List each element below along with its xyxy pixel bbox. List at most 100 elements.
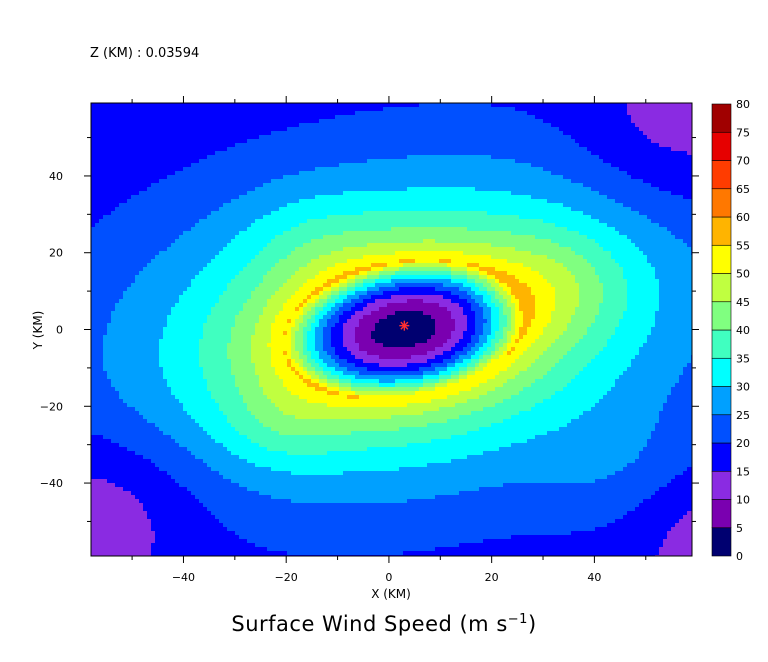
contour-cell <box>395 191 400 196</box>
contour-cell <box>247 127 252 132</box>
contour-cell <box>491 163 496 168</box>
contour-cell <box>487 107 492 112</box>
contour-cell <box>235 231 240 236</box>
contour-cell <box>527 163 532 168</box>
contour-cell <box>299 175 304 180</box>
contour-cell <box>499 135 504 140</box>
contour-cell <box>231 215 236 220</box>
contour-cell <box>475 135 480 140</box>
contour-cell <box>355 199 360 204</box>
contour-cell <box>227 147 232 152</box>
contour-cell <box>551 183 556 188</box>
contour-cell <box>471 219 476 224</box>
contour-cell <box>591 123 596 128</box>
contour-cell <box>179 183 184 188</box>
contour-cell <box>599 219 604 224</box>
contour-cell <box>187 139 192 144</box>
contour-cell <box>619 183 624 188</box>
contour-cell <box>611 199 616 204</box>
contour-cell <box>183 183 188 188</box>
contour-cell <box>335 187 340 192</box>
contour-cell <box>547 227 552 232</box>
contour-cell <box>111 195 116 200</box>
contour-cell <box>275 219 280 224</box>
contour-cell <box>667 183 672 188</box>
contour-cell <box>175 199 180 204</box>
contour-cell <box>211 187 216 192</box>
contour-cell <box>567 159 572 164</box>
contour-cell <box>383 191 388 196</box>
contour-cell <box>571 223 576 228</box>
contour-cell <box>503 179 508 184</box>
contour-cell <box>315 167 320 172</box>
contour-cell <box>451 215 456 220</box>
contour-cell <box>383 131 388 136</box>
contour-cell <box>483 111 488 116</box>
contour-cell <box>291 111 296 116</box>
contour-cell <box>155 147 160 152</box>
contour-cell <box>435 123 440 128</box>
contour-cell <box>427 151 432 156</box>
contour-cell <box>463 107 468 112</box>
contour-cell <box>511 127 516 132</box>
contour-cell <box>603 187 608 192</box>
contour-cell <box>291 115 296 120</box>
contour-cell <box>543 147 548 152</box>
contour-cell <box>131 139 136 144</box>
contour-cell <box>403 147 408 152</box>
contour-cell <box>231 115 236 120</box>
contour-cell <box>163 143 168 148</box>
contour-cell <box>347 207 352 212</box>
contour-cell <box>559 219 564 224</box>
contour-cell <box>147 211 152 216</box>
contour-cell <box>451 199 456 204</box>
contour-cell <box>491 119 496 124</box>
contour-cell <box>387 159 392 164</box>
contour-cell <box>579 111 584 116</box>
contour-cell <box>155 163 160 168</box>
contour-cell <box>303 167 308 172</box>
contour-cell <box>651 175 656 180</box>
contour-cell <box>603 139 608 144</box>
contour-cell <box>359 171 364 176</box>
contour-cell <box>91 107 96 112</box>
contour-cell <box>103 115 108 120</box>
contour-cell <box>123 203 128 208</box>
contour-cell <box>359 195 364 200</box>
contour-cell <box>347 111 352 116</box>
contour-cell <box>575 199 580 204</box>
contour-cell <box>435 219 440 224</box>
contour-cell <box>575 103 580 108</box>
contour-cell <box>539 103 544 108</box>
contour-cell <box>595 175 600 180</box>
contour-cell <box>143 199 148 204</box>
contour-cell <box>347 203 352 208</box>
contour-cell <box>459 199 464 204</box>
contour-cell <box>675 127 680 132</box>
contour-cell <box>171 227 176 232</box>
contour-cell <box>263 127 268 132</box>
contour-cell <box>635 215 640 220</box>
contour-cell <box>327 171 332 176</box>
contour-cell <box>631 211 636 216</box>
contour-cell <box>647 139 652 144</box>
contour-cell <box>571 143 576 148</box>
contour-cell <box>555 215 560 220</box>
contour-cell <box>459 155 464 160</box>
contour-cell <box>631 115 636 120</box>
contour-cell <box>127 207 132 212</box>
contour-cell <box>583 195 588 200</box>
contour-cell <box>539 147 544 152</box>
contour-cell <box>379 195 384 200</box>
contour-cell <box>167 111 172 116</box>
contour-cell <box>643 131 648 136</box>
contour-cell <box>563 191 568 196</box>
contour-cell <box>515 203 520 208</box>
contour-cell <box>183 119 188 124</box>
contour-cell <box>351 111 356 116</box>
contour-cell <box>651 211 656 216</box>
contour-cell <box>431 167 436 172</box>
contour-cell <box>283 163 288 168</box>
contour-cell <box>559 199 564 204</box>
contour-cell <box>407 131 412 136</box>
